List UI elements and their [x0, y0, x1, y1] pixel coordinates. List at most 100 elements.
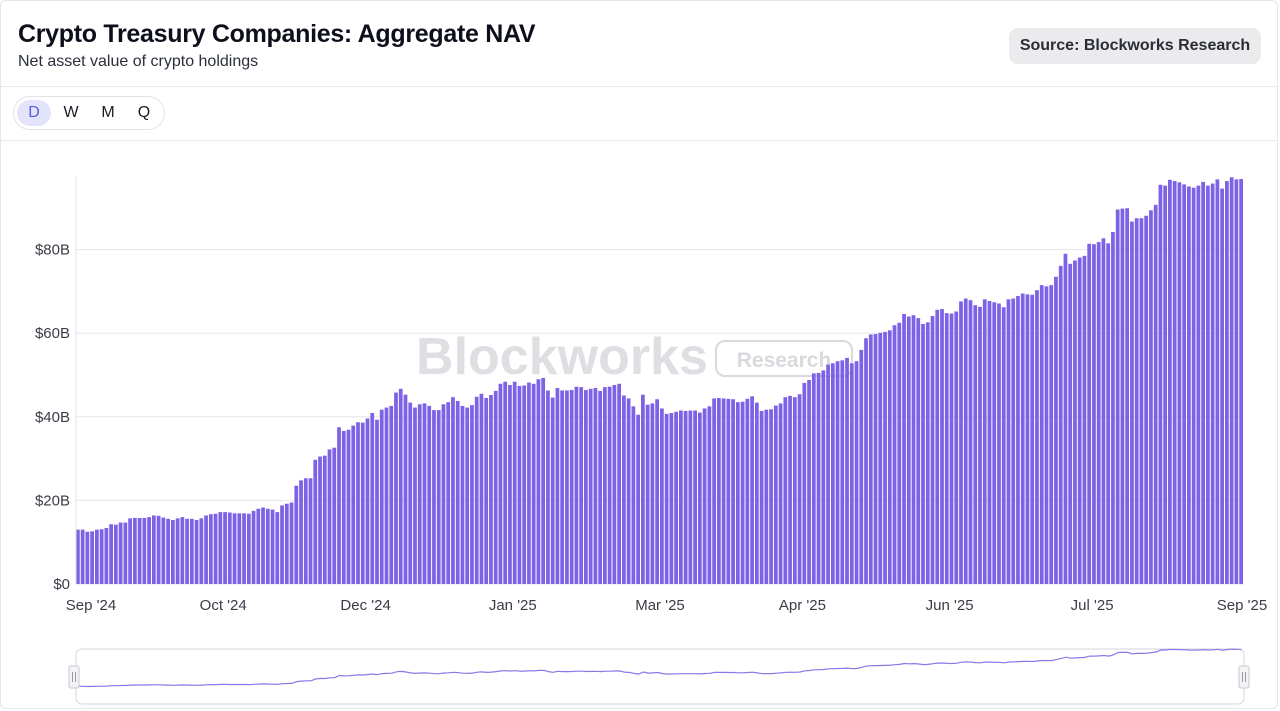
bar[interactable]	[142, 517, 147, 584]
bar[interactable]	[854, 361, 859, 584]
bar[interactable]	[493, 390, 498, 584]
bar[interactable]	[826, 364, 830, 584]
bar[interactable]	[873, 334, 878, 584]
bar[interactable]	[299, 480, 303, 584]
bar[interactable]	[422, 403, 427, 584]
bar[interactable]	[569, 390, 574, 584]
bar[interactable]	[512, 381, 517, 584]
bar[interactable]	[1125, 208, 1130, 584]
bar[interactable]	[375, 419, 379, 584]
bar[interactable]	[403, 394, 408, 584]
bar[interactable]	[427, 405, 432, 584]
bar[interactable]	[251, 510, 256, 584]
bar[interactable]	[223, 512, 227, 584]
bar[interactable]	[1225, 181, 1229, 585]
bar[interactable]	[683, 410, 688, 584]
bar[interactable]	[1139, 218, 1144, 584]
bar[interactable]	[470, 405, 474, 584]
navigator-right-handle[interactable]	[1238, 665, 1250, 689]
bar[interactable]	[940, 308, 944, 584]
bar[interactable]	[1187, 186, 1191, 585]
bar[interactable]	[726, 398, 731, 584]
bar[interactable]	[90, 531, 94, 584]
bar[interactable]	[764, 409, 769, 584]
bar[interactable]	[887, 330, 892, 584]
range-button-m[interactable]: M	[101, 104, 115, 121]
bar[interactable]	[175, 518, 180, 584]
bar[interactable]	[1044, 286, 1049, 584]
bar[interactable]	[697, 412, 702, 584]
bar[interactable]	[693, 410, 697, 584]
bar[interactable]	[1196, 185, 1201, 584]
bar[interactable]	[123, 522, 128, 584]
bar[interactable]	[598, 390, 603, 584]
bar[interactable]	[280, 505, 284, 584]
bar[interactable]	[484, 397, 489, 584]
bar[interactable]	[773, 405, 778, 584]
bar[interactable]	[816, 372, 821, 584]
bar[interactable]	[612, 385, 617, 584]
bar[interactable]	[294, 485, 299, 584]
bar[interactable]	[441, 404, 446, 584]
bar[interactable]	[997, 303, 1001, 584]
bar[interactable]	[617, 383, 622, 584]
bar[interactable]	[702, 408, 707, 584]
bar[interactable]	[807, 380, 811, 584]
bar[interactable]	[1054, 276, 1058, 584]
bar[interactable]	[204, 515, 208, 584]
bar[interactable]	[460, 405, 465, 584]
bar[interactable]	[631, 406, 636, 584]
bar[interactable]	[555, 387, 560, 584]
bar[interactable]	[398, 388, 403, 584]
bar[interactable]	[1177, 182, 1182, 585]
bar[interactable]	[498, 383, 503, 584]
bar[interactable]	[1039, 285, 1044, 584]
bar[interactable]	[992, 302, 997, 584]
bar[interactable]	[1115, 209, 1120, 584]
bar[interactable]	[479, 393, 484, 584]
bar[interactable]	[1101, 238, 1106, 584]
bar[interactable]	[1158, 184, 1163, 584]
bar[interactable]	[593, 387, 598, 584]
bar[interactable]	[745, 398, 750, 584]
bar[interactable]	[436, 410, 441, 584]
bar[interactable]	[356, 422, 360, 584]
bar[interactable]	[465, 407, 470, 584]
bar[interactable]	[242, 513, 246, 584]
bar[interactable]	[346, 429, 351, 584]
bar[interactable]	[147, 517, 151, 584]
bar[interactable]	[883, 331, 887, 584]
bar[interactable]	[360, 422, 365, 584]
bar[interactable]	[1182, 184, 1187, 584]
bar[interactable]	[840, 360, 845, 584]
bar[interactable]	[622, 395, 626, 584]
bar[interactable]	[261, 507, 265, 584]
bar[interactable]	[911, 315, 916, 584]
bar[interactable]	[1016, 296, 1020, 584]
bar[interactable]	[1106, 243, 1111, 584]
bar[interactable]	[565, 390, 569, 584]
bar[interactable]	[778, 403, 783, 584]
bar[interactable]	[213, 513, 218, 584]
bar[interactable]	[365, 418, 370, 584]
bar[interactable]	[678, 410, 683, 584]
bar[interactable]	[104, 527, 109, 584]
bar[interactable]	[322, 455, 327, 584]
bar[interactable]	[1210, 183, 1215, 584]
bar[interactable]	[1011, 298, 1016, 584]
bar[interactable]	[1006, 299, 1011, 584]
bar[interactable]	[902, 313, 906, 584]
bar[interactable]	[721, 398, 726, 584]
bar[interactable]	[527, 382, 531, 584]
bar[interactable]	[151, 515, 156, 584]
bar[interactable]	[987, 301, 992, 584]
bar[interactable]	[99, 529, 104, 584]
bar[interactable]	[821, 370, 826, 584]
range-button-d[interactable]: D	[17, 100, 51, 126]
bar[interactable]	[522, 385, 527, 584]
bar[interactable]	[189, 518, 194, 584]
bar[interactable]	[1068, 263, 1073, 584]
bar[interactable]	[797, 394, 802, 584]
bar[interactable]	[308, 478, 313, 584]
bar[interactable]	[707, 406, 712, 584]
